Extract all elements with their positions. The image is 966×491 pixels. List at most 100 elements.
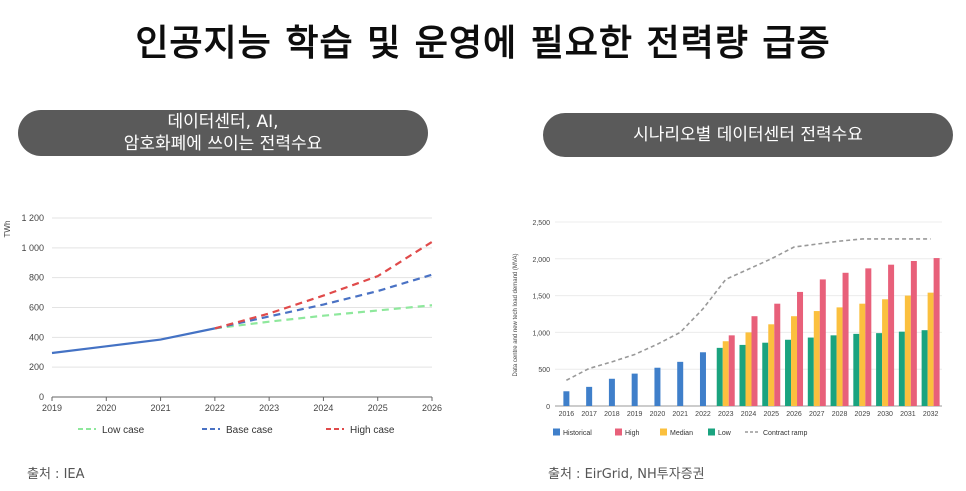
x-tick-label: 2025 [368, 403, 388, 413]
y-tick-label: 600 [29, 303, 44, 313]
bar-median [904, 295, 911, 406]
y-tick-label: 200 [29, 362, 44, 372]
x-tick-label: 2020 [650, 411, 666, 418]
x-tick-label: 2023 [259, 403, 279, 413]
legend-label: Contract ramp [763, 430, 807, 437]
y-tick-label: 1,000 [532, 330, 550, 337]
bar-high [797, 291, 804, 406]
y-tick-label: 1,500 [532, 294, 550, 301]
bar-low [716, 347, 723, 406]
legend-label: Low case [102, 425, 145, 436]
bar-low [876, 333, 883, 406]
series-line-historical [51, 327, 216, 355]
bar-high [888, 264, 895, 406]
left-source: 출처 : IEA [27, 467, 85, 482]
y-tick-label: 1 000 [21, 243, 44, 253]
bar-low [762, 342, 769, 406]
bar-high [751, 316, 758, 406]
bar-historical [654, 367, 661, 406]
x-tick-label: 2017 [581, 411, 597, 418]
bar-high [865, 268, 872, 406]
bar-median [859, 303, 866, 406]
bar-historical [563, 391, 570, 406]
bar-median [745, 332, 752, 406]
y-tick-label: 0 [39, 392, 44, 402]
series-line-base-case [214, 273, 433, 330]
bar-historical [586, 386, 593, 406]
legend-label: Median [670, 430, 693, 437]
bar-median [836, 307, 843, 406]
right-label-text: 시나리오별 데이터센터 전력수요 [633, 125, 863, 145]
bar-high [774, 303, 781, 406]
x-tick-label: 2022 [695, 411, 711, 418]
left-label-line2: 암호화폐에 쓰이는 전력수요 [123, 134, 323, 154]
left-label-line1: 데이터센터, AI, [167, 112, 279, 132]
x-tick-label: 2021 [151, 403, 171, 413]
y-tick-label: 500 [538, 367, 550, 374]
x-tick-label: 2028 [832, 411, 848, 418]
bar-median [882, 299, 889, 406]
page-title: 인공지능 학습 및 운영에 필요한 전력량 급증 [135, 23, 831, 64]
series-line-high-case [214, 240, 433, 330]
x-tick-label: 2018 [604, 411, 620, 418]
x-tick-label: 2020 [96, 403, 116, 413]
bar-median [791, 316, 798, 406]
bar-low [807, 337, 814, 406]
bar-high [819, 279, 826, 406]
x-tick-label: 2023 [718, 411, 734, 418]
x-tick-label: 2025 [763, 411, 779, 418]
x-tick-label: 2029 [855, 411, 871, 418]
x-tick-label: 2026 [786, 411, 802, 418]
left-line-chart: 0 200 400 600 800 1 000 1 200 2019 2020 2021 2022 2… [3, 213, 442, 436]
x-tick-label: 2024 [313, 403, 333, 413]
x-tick-label: 2027 [809, 411, 825, 418]
bar-low [785, 339, 792, 406]
x-tick-label: 2026 [422, 403, 442, 413]
legend-label: Low [718, 430, 732, 437]
y-tick-label: 1 200 [21, 213, 44, 223]
bar-low [921, 330, 928, 406]
bar-median [813, 311, 820, 406]
y-tick-label: 2,000 [532, 257, 550, 264]
legend-swatch [553, 428, 560, 436]
series-line-low-case [214, 304, 433, 330]
y-tick-label: 0 [546, 404, 550, 411]
legend-label: High case [350, 425, 395, 436]
y-axis-label: TWh [3, 221, 12, 238]
bar-high [842, 272, 849, 406]
y-tick-label: 400 [29, 332, 44, 342]
bar-high [933, 258, 940, 406]
right-source: 출처 : EirGrid, NH투자증권 [548, 467, 705, 482]
x-tick-label: 2019 [627, 411, 643, 418]
bar-historical [608, 378, 615, 406]
x-tick-label: 2024 [741, 411, 757, 418]
bar-median [927, 292, 934, 406]
bar-median [768, 324, 775, 406]
x-tick-label: 2016 [559, 411, 575, 418]
left-chart-label: 데이터센터, AI, 암호화폐에 쓰이는 전력수요 [18, 110, 428, 156]
legend-label: Historical [563, 430, 592, 437]
legend-swatch [615, 428, 622, 436]
bar-low [739, 344, 746, 406]
bar-low [898, 331, 905, 406]
x-tick-label: 2021 [672, 411, 688, 418]
y-tick-label: 2,500 [532, 220, 550, 227]
x-tick-label: 2019 [42, 403, 62, 413]
bar-low [853, 333, 860, 406]
x-tick-label: 2031 [900, 411, 916, 418]
x-tick-label: 2032 [923, 411, 939, 418]
bar-high [910, 261, 917, 406]
bar-median [722, 341, 729, 406]
legend-label: Base case [226, 425, 273, 436]
series-line-contract-ramp [566, 238, 931, 381]
bar-high [728, 335, 735, 406]
bar-historical [677, 361, 684, 406]
x-tick-label: 2030 [877, 411, 893, 418]
y-tick-label: 800 [29, 273, 44, 283]
bar-historical [631, 373, 638, 406]
right-chart-label: 시나리오별 데이터센터 전력수요 [543, 113, 953, 157]
legend-swatch [708, 428, 715, 436]
y-axis-label: Data centre and new tech load demand (MV… [513, 254, 519, 377]
bar-low [830, 335, 837, 406]
right-bar-chart: 0 500 1,000 1,500 2,000 2,500 2016 2017 2018 2019… [513, 220, 942, 437]
